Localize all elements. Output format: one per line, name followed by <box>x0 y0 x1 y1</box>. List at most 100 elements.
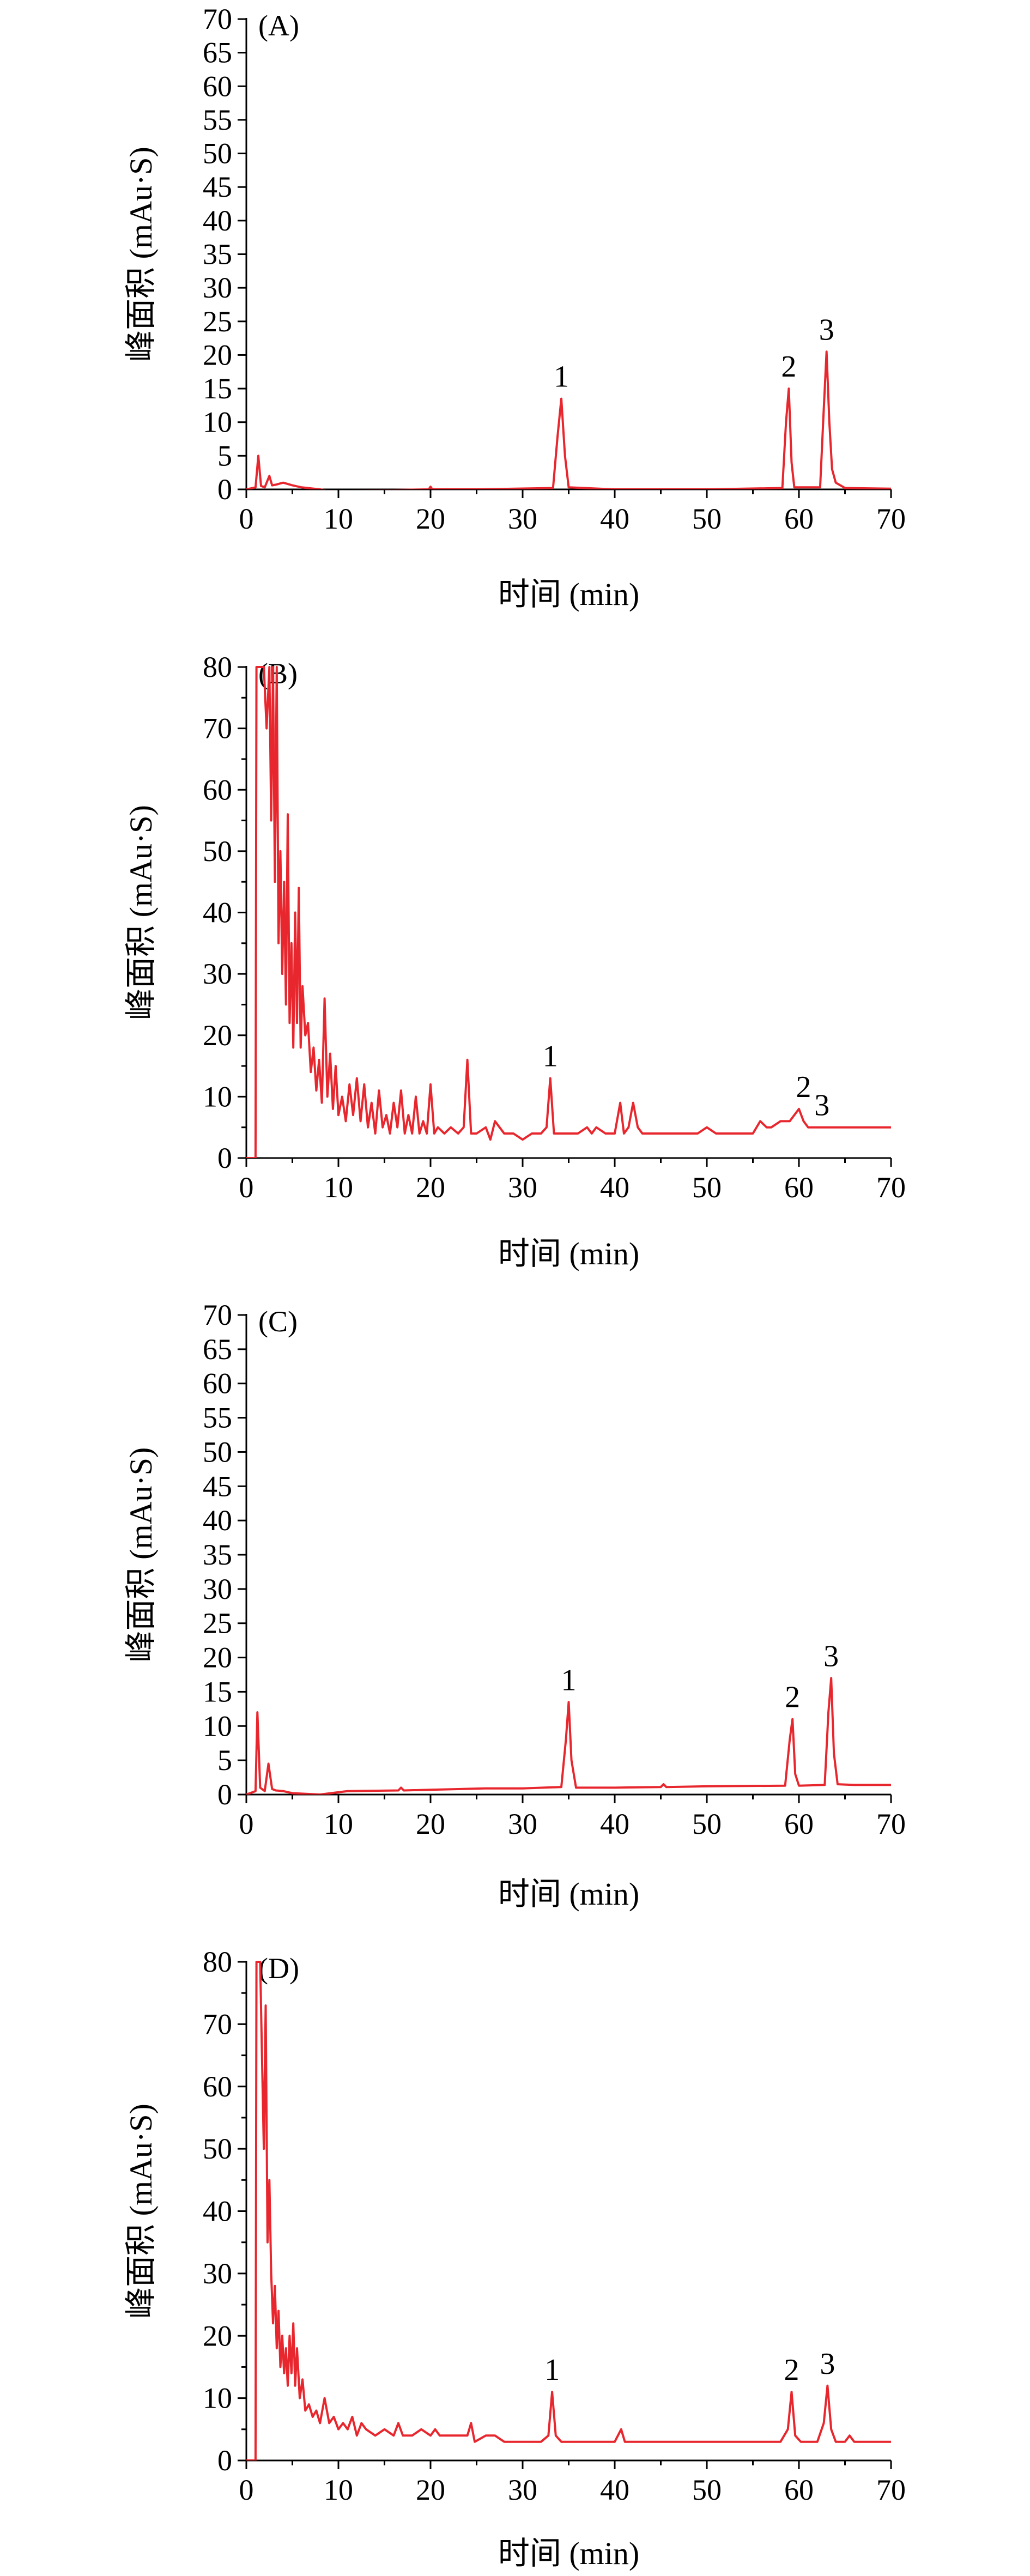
y-tick-label: 40 <box>203 1504 232 1537</box>
y-tick-label: 40 <box>203 896 232 929</box>
x-tick-label: 60 <box>784 2474 814 2506</box>
y-tick-label: 50 <box>203 2132 232 2165</box>
y-tick-label: 70 <box>203 3 232 35</box>
y-tick-label: 80 <box>203 651 232 683</box>
y-tick-label: 5 <box>217 439 232 472</box>
x-tick-label: 70 <box>876 1808 906 1840</box>
chart-panel-b: 0 10 20 30 40 50 60 70 0 10 20 30 40 50 60 70 80 时间 (min)… <box>0 643 1030 1294</box>
chart-svg-d: 0 10 20 30 40 50 60 70 0 10 20 30 40 50 60 70 80 时间 (min)… <box>123 1945 906 2571</box>
x-tick-label: 50 <box>692 1808 722 1840</box>
peak-label-2: 2 <box>785 1681 800 1714</box>
y-tick-label: 20 <box>203 338 232 371</box>
y-tick-label: 80 <box>203 1945 232 1978</box>
x-tick-label: 10 <box>324 502 353 535</box>
x-tick-label: 20 <box>416 502 445 535</box>
x-tick-label: 10 <box>324 1171 353 1204</box>
y-tick-label: 70 <box>203 1299 232 1331</box>
y-tick-label: 20 <box>203 1019 232 1052</box>
chart-svg-b: 0 10 20 30 40 50 60 70 0 10 20 30 40 50 60 70 80 时间 (min)… <box>123 651 906 1271</box>
chart-svg-a: 0 10 20 30 40 50 60 700510152025303540455055606… <box>123 3 906 612</box>
peak-label-3: 3 <box>823 1639 839 1673</box>
y-tick-label: 30 <box>203 2257 232 2290</box>
y-tick-label: 65 <box>203 37 232 69</box>
y-tick-label: 0 <box>217 1142 232 1174</box>
peak-label-3: 3 <box>814 1089 829 1123</box>
y-tick-label: 0 <box>217 473 232 506</box>
chart-panel-c: 0 10 20 30 40 50 60 70 0 5 10 15 20 25 30 35 40 45 50 55 60 6… <box>0 1294 1030 1935</box>
y-tick-label: 0 <box>217 2444 232 2477</box>
y-tick-label: 50 <box>203 1435 232 1468</box>
x-tick-label: 60 <box>784 502 814 535</box>
peak-label-3: 3 <box>820 2347 835 2381</box>
series-line-1 <box>246 1961 891 2460</box>
y-tick-label: 10 <box>203 1080 232 1113</box>
panel-label: (A) <box>258 9 299 42</box>
y-axis-title: 峰面积 (mAu·S) <box>123 1447 159 1663</box>
x-tick-label: 0 <box>239 2474 254 2506</box>
x-tick-label: 70 <box>876 2474 906 2506</box>
y-tick-label: 10 <box>203 406 232 439</box>
x-tick-label: 30 <box>508 1171 537 1204</box>
y-tick-label: 50 <box>203 835 232 868</box>
x-tick-label: 30 <box>508 1808 537 1840</box>
y-tick-label: 35 <box>203 238 232 271</box>
x-tick-label: 50 <box>692 2474 722 2506</box>
y-axis-title: 峰面积 (mAu·S) <box>123 147 159 362</box>
x-tick-label: 40 <box>600 502 629 535</box>
y-tick-label: 45 <box>203 1470 232 1502</box>
y-tick-label: 30 <box>203 271 232 304</box>
x-tick-label: 40 <box>600 2474 629 2506</box>
x-tick-label: 10 <box>324 2474 353 2506</box>
y-axis-title: 峰面积 (mAu·S) <box>123 805 159 1020</box>
x-tick-label: 0 <box>239 1171 254 1204</box>
x-axis-title: 时间 (min) <box>498 2536 639 2571</box>
y-tick-label: 55 <box>203 1402 232 1434</box>
y-tick-label: 0 <box>217 1778 232 1811</box>
y-tick-label: 60 <box>203 773 232 806</box>
series-line-1 <box>246 666 891 1158</box>
y-tick-label: 25 <box>203 1607 232 1640</box>
peak-label-1: 1 <box>543 1040 558 1074</box>
x-axis-title: 时间 (min) <box>498 1876 639 1912</box>
x-tick-label: 70 <box>876 1171 906 1204</box>
y-tick-label: 15 <box>203 1675 232 1708</box>
y-axis-title: 峰面积 (mAu·S) <box>123 2104 159 2319</box>
y-tick-label: 40 <box>203 204 232 237</box>
peak-label-3: 3 <box>819 313 834 347</box>
chart-panel-a: 0 10 20 30 40 50 60 70 0 5 10 15 20 25 30 35 40 45 50 55 60 6… <box>0 0 1030 643</box>
y-tick-label: 10 <box>203 2382 232 2415</box>
chart-panel-d: 0 10 20 30 40 50 60 70 0 10 20 30 40 50 60 70 80 时间 (min)… <box>0 1935 1030 2576</box>
x-tick-label: 40 <box>600 1171 629 1204</box>
x-tick-label: 20 <box>416 1171 445 1204</box>
x-tick-label: 60 <box>784 1171 814 1204</box>
panel-label: (D) <box>258 1952 299 1985</box>
y-tick-label: 30 <box>203 1573 232 1605</box>
x-axis-title: 时间 (min) <box>498 1236 639 1271</box>
x-tick-label: 60 <box>784 1808 814 1840</box>
x-tick-label: 0 <box>239 1808 254 1840</box>
y-tick-label: 55 <box>203 104 232 136</box>
y-tick-label: 40 <box>203 2195 232 2228</box>
y-tick-label: 15 <box>203 372 232 405</box>
peak-label-1: 1 <box>561 1663 577 1697</box>
y-tick-label: 70 <box>203 712 232 745</box>
x-tick-label: 30 <box>508 2474 537 2506</box>
x-tick-label: 30 <box>508 502 537 535</box>
panel-label: (C) <box>258 1305 298 1338</box>
y-tick-label: 60 <box>203 2070 232 2103</box>
peak-label-2: 2 <box>784 2353 799 2387</box>
series-line-1 <box>246 350 891 489</box>
x-tick-label: 20 <box>416 1808 445 1840</box>
x-tick-label: 20 <box>416 2474 445 2506</box>
y-tick-label: 60 <box>203 70 232 102</box>
x-tick-label: 40 <box>600 1808 629 1840</box>
y-tick-label: 65 <box>203 1333 232 1366</box>
y-tick-label: 25 <box>203 305 232 338</box>
peak-label-2: 2 <box>796 1070 811 1104</box>
peak-label-1: 1 <box>554 360 569 394</box>
y-tick-label: 10 <box>203 1710 232 1742</box>
y-tick-label: 60 <box>203 1367 232 1400</box>
series-line-1 <box>246 1677 891 1795</box>
x-tick-label: 50 <box>692 502 722 535</box>
peak-label-1: 1 <box>544 2353 560 2387</box>
